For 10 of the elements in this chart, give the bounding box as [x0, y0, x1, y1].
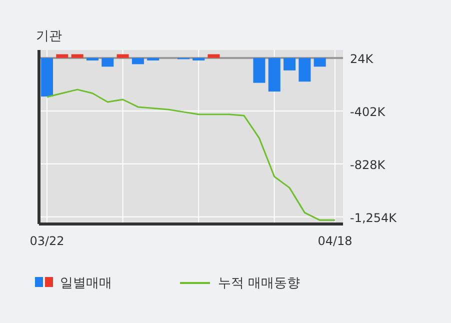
y-tick-label: -828K [350, 158, 386, 172]
x-tick-label: 03/22 [30, 234, 64, 248]
x-tick-label: 04/18 [318, 234, 352, 248]
legend-label: 일별매매 [60, 276, 112, 291]
y-tick-label: 24K [350, 52, 374, 66]
legend-label: 누적 매매동향 [218, 276, 300, 291]
chart-title: 기관 [36, 29, 62, 44]
y-tick-label: -1,254K [350, 210, 398, 225]
y-tick-label: -402K [350, 104, 386, 119]
line-series [46, 88, 336, 221]
